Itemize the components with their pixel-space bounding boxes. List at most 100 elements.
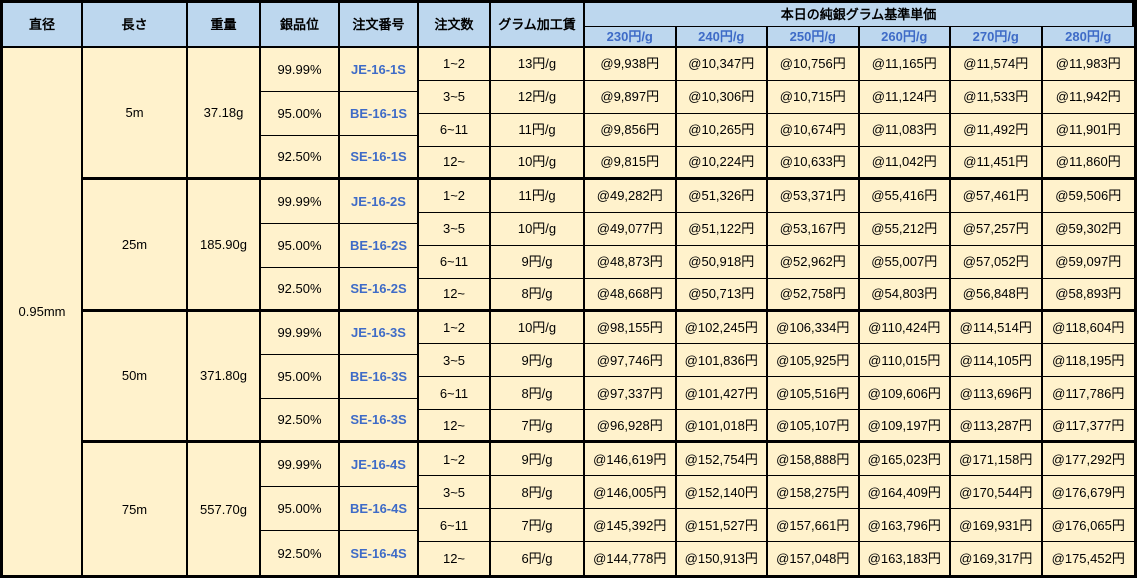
order-quantity-cell: 12~ [419,278,491,312]
unit-price-cell: @9,897円 [585,80,677,114]
order-quantity-cell: 1~2 [419,443,491,477]
unit-price-cell: @9,856円 [585,113,677,147]
unit-price-cell: @163,796円 [859,509,951,543]
order-quantity-cell: 6~11 [419,377,491,411]
unit-price-cell: @9,815円 [585,146,677,180]
unit-price-cell: @53,371円 [768,179,860,213]
order-quantity-cell: 6~11 [419,245,491,279]
unit-price-cell: @48,873円 [585,245,677,279]
unit-price-cell: @144,778円 [585,542,677,575]
gram-fee-cell: 10円/g [491,212,585,246]
unit-price-cell: @11,901円 [1042,113,1134,147]
unit-price-cell: @57,052円 [951,245,1043,279]
purity-cell: 99.99% [261,443,340,488]
unit-price-cell: @11,451円 [951,146,1043,180]
gram-fee-cell: 7円/g [491,410,585,444]
unit-price-cell: @177,292円 [1042,443,1134,477]
unit-price-cell: @163,183円 [859,542,951,575]
unit-price-cell: @10,224円 [676,146,768,180]
unit-price-cell: @49,077円 [585,212,677,246]
unit-price-cell: @101,018円 [676,410,768,444]
unit-price-cell: @169,931円 [951,509,1043,543]
col-header-length: 長さ [83,3,188,48]
order-number-cell: SE-16-2S [340,267,419,312]
unit-price-cell: @59,097円 [1042,245,1134,279]
gram-fee-cell: 8円/g [491,377,585,411]
rate-header-250: 250円/g [768,27,860,48]
order-quantity-cell: 1~2 [419,311,491,345]
unit-price-cell: @55,212円 [859,212,951,246]
unit-price-cell: @114,105円 [951,344,1043,378]
unit-price-cell: @52,758円 [768,278,860,312]
unit-price-cell: @10,674円 [768,113,860,147]
gram-fee-cell: 12円/g [491,80,585,114]
unit-price-cell: @169,317円 [951,542,1043,575]
unit-price-cell: @152,140円 [676,476,768,510]
order-number-cell: SE-16-1S [340,135,419,180]
unit-price-cell: @54,803円 [859,278,951,312]
unit-price-cell: @59,506円 [1042,179,1134,213]
unit-price-cell: @59,302円 [1042,212,1134,246]
unit-price-cell: @10,306円 [676,80,768,114]
unit-price-cell: @97,746円 [585,344,677,378]
unit-price-cell: @50,713円 [676,278,768,312]
order-number-cell: BE-16-1S [340,91,419,136]
order-number-cell: JE-16-1S [340,48,419,92]
unit-price-cell: @158,275円 [768,476,860,510]
unit-price-cell: @97,337円 [585,377,677,411]
unit-price-cell: @110,015円 [859,344,951,378]
order-number-cell: SE-16-3S [340,399,419,444]
purity-cell: 99.99% [261,311,340,356]
unit-price-cell: @109,606円 [859,377,951,411]
order-quantity-cell: 3~5 [419,344,491,378]
unit-price-cell: @110,424円 [859,311,951,345]
unit-price-cell: @170,544円 [951,476,1043,510]
unit-price-cell: @152,754円 [676,443,768,477]
col-header-order-quantity: 注文数 [419,3,491,48]
order-number-cell: BE-16-3S [340,355,419,400]
weight-cell: 185.90g [188,179,261,312]
unit-price-cell: @11,860円 [1042,146,1134,180]
unit-price-cell: @102,245円 [676,311,768,345]
rate-header-280: 280円/g [1042,27,1134,48]
col-header-diameter: 直径 [3,3,83,48]
gram-fee-cell: 10円/g [491,311,585,345]
col-header-gram-fee: グラム加工賃 [491,3,585,48]
gram-fee-cell: 13円/g [491,48,585,81]
unit-price-cell: @150,913円 [676,542,768,575]
order-quantity-cell: 3~5 [419,212,491,246]
unit-price-cell: @171,158円 [951,443,1043,477]
rate-header-260: 260円/g [859,27,951,48]
unit-price-cell: @11,042円 [859,146,951,180]
unit-price-cell: @55,007円 [859,245,951,279]
unit-price-cell: @176,065円 [1042,509,1134,543]
unit-price-cell: @105,925円 [768,344,860,378]
col-header-purity: 銀品位 [261,3,340,48]
purity-cell: 92.50% [261,531,340,575]
col-header-order-number: 注文番号 [340,3,419,48]
gram-fee-cell: 9円/g [491,443,585,477]
unit-price-cell: @51,122円 [676,212,768,246]
purity-cell: 95.00% [261,355,340,400]
order-quantity-cell: 12~ [419,542,491,575]
gram-fee-cell: 9円/g [491,245,585,279]
gram-fee-cell: 6円/g [491,542,585,575]
diameter-value: 0.95mm [3,48,83,575]
rate-header-240: 240円/g [676,27,768,48]
unit-price-cell: @11,942円 [1042,80,1134,114]
unit-price-cell: @98,155円 [585,311,677,345]
length-cell: 75m [83,443,188,575]
purity-cell: 95.00% [261,487,340,532]
gram-fee-cell: 9円/g [491,344,585,378]
unit-price-cell: @10,633円 [768,146,860,180]
order-number-cell: BE-16-2S [340,223,419,268]
unit-price-cell: @105,516円 [768,377,860,411]
purity-cell: 99.99% [261,179,340,224]
order-quantity-cell: 12~ [419,146,491,180]
unit-price-cell: @53,167円 [768,212,860,246]
order-quantity-cell: 6~11 [419,113,491,147]
unit-price-cell: @165,023円 [859,443,951,477]
unit-price-cell: @57,461円 [951,179,1043,213]
order-quantity-cell: 1~2 [419,179,491,213]
